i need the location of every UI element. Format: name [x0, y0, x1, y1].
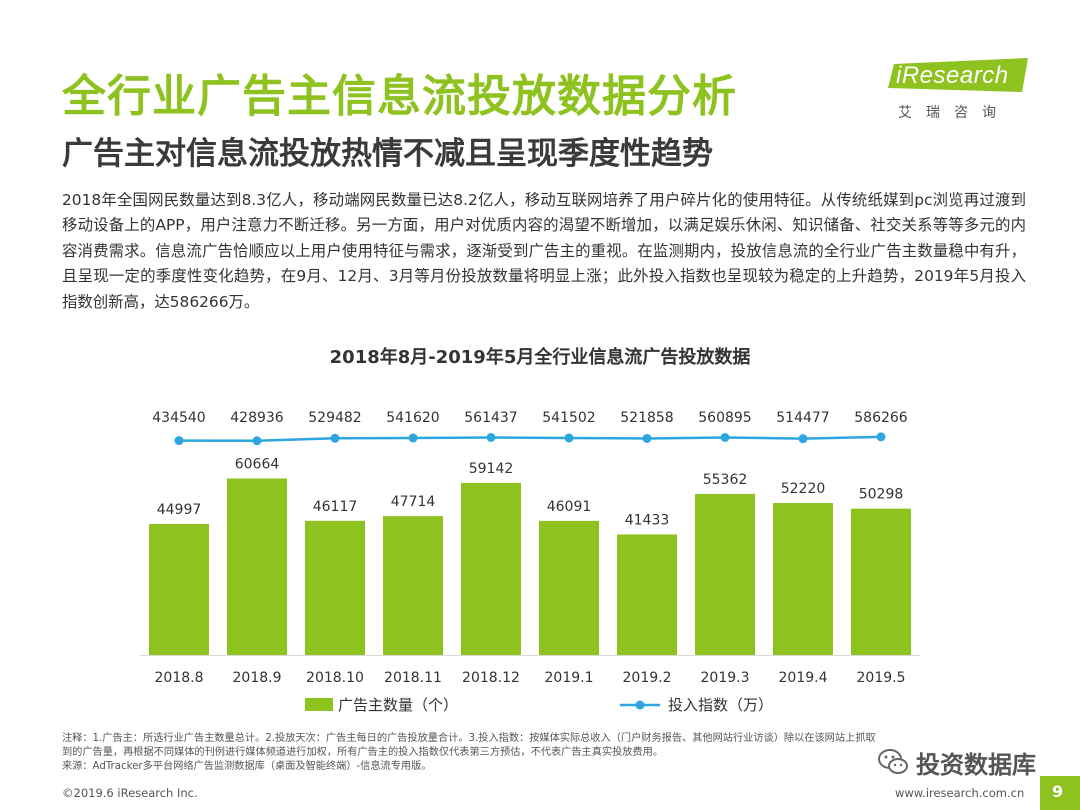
bar — [539, 520, 599, 655]
index-value-label: 514477 — [776, 410, 829, 426]
x-tick-label: 2018.9 — [233, 670, 282, 686]
x-tick-label: 2018.11 — [384, 670, 442, 686]
logo-brand-i: i — [896, 62, 902, 89]
index-point — [408, 433, 418, 443]
index-value-label: 529482 — [308, 410, 361, 426]
note-line: 注释：1.广告主：所选行业广告主数量总计。2.投放天次：广告主每日的广告投放量合… — [62, 733, 876, 744]
bar-value-label: 46091 — [547, 499, 592, 515]
index-point — [876, 432, 886, 442]
bar-value-label: 44997 — [157, 502, 202, 518]
page-title: 全行业广告主信息流投放数据分析 — [62, 71, 737, 122]
bar — [383, 516, 443, 655]
bar-value-label: 41433 — [625, 512, 670, 528]
page-subtitle: 广告主对信息流投放热情不减且呈现季度性趋势 — [62, 136, 713, 172]
bar-value-label: 55362 — [703, 472, 748, 488]
index-value-label: 586266 — [854, 410, 908, 426]
page-number: 9 — [1052, 782, 1064, 801]
bar-value-label: 50298 — [859, 487, 904, 503]
logo-brand-rest: Research — [901, 62, 1009, 89]
index-value-label: 541620 — [386, 410, 439, 426]
bar-value-label: 60664 — [235, 456, 280, 472]
legend-swatch-point — [635, 700, 645, 710]
bar — [851, 508, 911, 655]
index-line — [178, 435, 882, 442]
x-tick-label: 2018.8 — [155, 670, 204, 686]
logo-brand: iResearch — [896, 62, 1009, 90]
x-tick-label: 2019.1 — [545, 670, 594, 686]
index-point — [330, 433, 340, 443]
index-value-label: 560895 — [698, 410, 751, 426]
footer-copyright: ©2019.6 iResearch Inc. — [62, 786, 198, 800]
index-point — [486, 432, 496, 442]
index-point — [642, 433, 652, 443]
note-line: 来源：AdTracker多平台网络广告监测数据库（桌面及智能终端）-信息流专用版… — [62, 761, 432, 772]
x-tick-label: 2019.2 — [623, 670, 672, 686]
wechat-icon — [878, 749, 908, 774]
index-point — [798, 434, 808, 444]
iresearch-logo: iResearch 艾瑞咨询 — [888, 58, 1033, 128]
x-tick-label: 2018.10 — [306, 670, 364, 686]
x-tick-label: 2019.5 — [857, 670, 906, 686]
x-tick-label: 2019.3 — [701, 670, 750, 686]
bar — [617, 534, 677, 655]
index-point — [564, 433, 574, 443]
note-line: 到的广告量，再根据不同媒体的刊例进行媒体频道进行加权，所有广告主的投入指数仅代表… — [62, 747, 664, 758]
index-point — [174, 436, 184, 446]
index-value-label: 561437 — [464, 410, 517, 426]
bar — [227, 478, 287, 655]
index-value-label: 521858 — [620, 410, 673, 426]
index-point — [252, 436, 262, 446]
legend-label-bars: 广告主数量（个） — [338, 696, 458, 714]
bar-value-label: 46117 — [313, 499, 358, 515]
legend-label-line: 投入指数（万） — [668, 696, 773, 714]
chart: 44997 2018.8 60664 2018.9 46117 2018.10 47714 2… — [140, 410, 920, 714]
watermark-text: 投资数据库 — [916, 750, 1036, 779]
bar-value-label: 52220 — [781, 481, 826, 497]
notes: 注释：1.广告主：所选行业广告主数量总计。2.投放天次：广告主每日的广告投放量合… — [62, 732, 1022, 774]
logo-cn-text: 艾瑞咨询 — [898, 105, 1010, 121]
index-value-label: 428936 — [230, 410, 284, 426]
index-value-label: 541502 — [542, 410, 595, 426]
body-paragraph: 2018年全国网民数量达到8.3亿人，移动端网民数量已达8.2亿人，移动互联网培… — [62, 191, 1026, 311]
index-value-label: 434540 — [152, 410, 205, 426]
bar — [305, 520, 365, 655]
bar-value-label: 59142 — [469, 461, 514, 477]
footer-website: www.iresearch.com.cn — [895, 786, 1025, 800]
bar-value-label: 47714 — [391, 494, 436, 510]
page-corner — [1040, 776, 1080, 810]
chart-title: 2018年8月-2019年5月全行业信息流广告投放数据 — [329, 347, 751, 368]
x-tick-label: 2019.4 — [779, 670, 828, 686]
bar — [149, 524, 209, 655]
x-tick-label: 2018.12 — [462, 670, 520, 686]
bar — [773, 503, 833, 655]
index-point — [720, 433, 730, 443]
watermark: 投资数据库 — [876, 745, 1036, 779]
logo-mark-icon — [888, 58, 1028, 92]
bar — [461, 482, 521, 655]
bar — [695, 493, 755, 655]
legend-swatch-bars — [305, 698, 333, 711]
